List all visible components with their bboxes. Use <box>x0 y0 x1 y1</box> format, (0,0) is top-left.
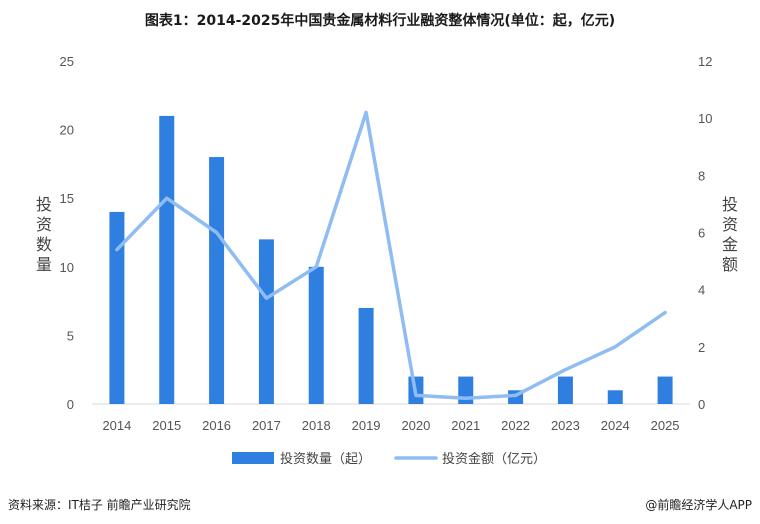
y-right-tick-label: 8 <box>698 168 705 183</box>
legend-bar-swatch <box>232 452 274 464</box>
y-right-tick-label: 2 <box>698 340 705 355</box>
bar <box>109 211 125 404</box>
y-left-tick-label: 10 <box>60 260 74 275</box>
y-right-tick-label: 0 <box>698 397 705 412</box>
y-left-tick-label: 5 <box>67 328 74 343</box>
bar <box>209 157 225 404</box>
y-right-axis-label: 投资金额 <box>722 195 738 274</box>
bar <box>657 376 673 404</box>
bar <box>159 115 175 404</box>
y-right-tick-label: 12 <box>698 54 712 69</box>
legend-line-label: 投资金额（亿元） <box>442 451 546 467</box>
x-tick-label: 2015 <box>152 418 181 433</box>
x-tick-label: 2022 <box>501 418 530 433</box>
y-left-tick-label: 15 <box>60 191 74 206</box>
x-tick-label: 2024 <box>601 418 630 433</box>
x-tick-label: 2021 <box>451 418 480 433</box>
x-tick-label: 2025 <box>651 418 680 433</box>
bar <box>557 376 573 404</box>
bar <box>358 307 374 404</box>
y-left-tick-label: 20 <box>60 123 74 138</box>
source-note: 资料来源：IT桔子 前瞻产业研究院 <box>8 498 191 512</box>
y-left-tick-label: 25 <box>60 54 74 69</box>
brand-credit: @前瞻经济学人APP <box>645 498 752 512</box>
chart-title: 图表1：2014-2025年中国贵金属材料行业融资整体情况(单位：起，亿元) <box>144 13 616 29</box>
y-left-axis-label: 投资数量 <box>36 195 52 274</box>
bar <box>258 239 274 404</box>
line-series <box>115 110 667 401</box>
x-tick-label: 2014 <box>102 418 131 433</box>
y-left-tick-label: 0 <box>67 397 74 412</box>
bar <box>607 390 623 404</box>
bar <box>308 266 324 404</box>
x-tick-label: 2018 <box>302 418 331 433</box>
x-tick-label: 2019 <box>352 418 381 433</box>
y-right-tick-label: 10 <box>698 111 712 126</box>
x-tick-label: 2016 <box>202 418 231 433</box>
legend-bar-label: 投资数量（起） <box>280 451 371 467</box>
y-right-tick-label: 4 <box>698 283 705 298</box>
x-tick-label: 2023 <box>551 418 580 433</box>
y-right-tick-label: 6 <box>698 226 705 241</box>
x-tick-label: 2020 <box>401 418 430 433</box>
x-tick-label: 2017 <box>252 418 281 433</box>
